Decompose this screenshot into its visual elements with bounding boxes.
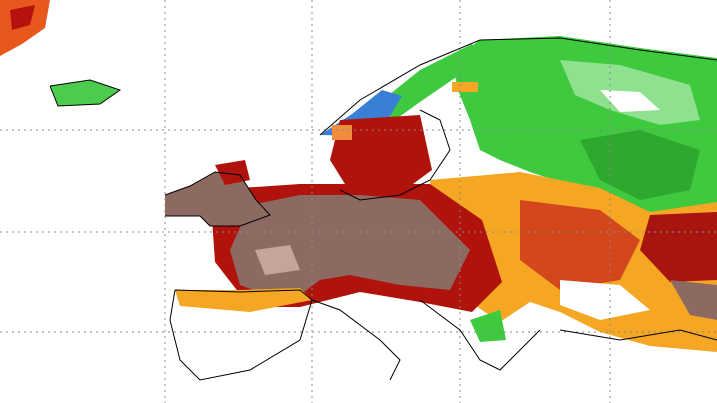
scandinavia-red	[330, 115, 432, 192]
scandinavia-orange	[332, 125, 352, 140]
central-brown	[230, 195, 470, 300]
turkey-brown	[670, 280, 717, 320]
balkan-green	[470, 310, 506, 342]
finland-orange	[452, 82, 478, 92]
iberia-orange	[175, 288, 312, 312]
white-patch	[560, 280, 650, 320]
dark-green	[580, 130, 700, 200]
white-patch	[600, 90, 660, 112]
iceland-green	[50, 80, 120, 106]
uk-red	[215, 160, 250, 185]
light-brown	[255, 245, 300, 275]
coastlines	[49, 37, 717, 381]
russia-south-red	[640, 212, 717, 282]
greenland-red	[10, 5, 35, 30]
